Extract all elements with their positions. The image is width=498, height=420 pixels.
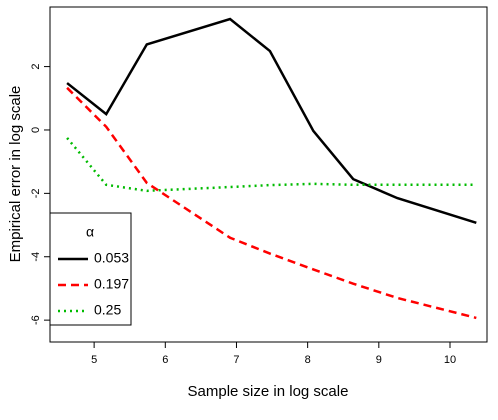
- x-tick-label: 5: [91, 354, 97, 366]
- legend-box: [49, 212, 132, 326]
- y-tick-label: -6: [30, 315, 42, 325]
- y-tick-label: -2: [30, 188, 42, 198]
- y-tick-label: 0: [30, 127, 42, 133]
- series-line: [66, 86, 477, 320]
- x-tick-label: 9: [376, 354, 382, 366]
- y-axis-label: Empirical error in log scale: [7, 86, 24, 263]
- legend-label: 0.25: [94, 302, 121, 318]
- x-tick-label: 7: [233, 354, 239, 366]
- series-line: [66, 137, 477, 193]
- y-tick-label: 2: [30, 64, 42, 70]
- legend-label: 0.197: [94, 276, 129, 292]
- x-tick-label: 8: [305, 354, 311, 366]
- legend-title: α: [86, 224, 94, 240]
- series-line: [66, 17, 477, 225]
- x-tick-label: 6: [162, 354, 168, 366]
- x-axis-label: Sample size in log scale: [188, 383, 349, 400]
- y-tick-label: -4: [30, 252, 42, 262]
- legend-label: 0.053: [94, 250, 129, 266]
- plot-frame: [49, 6, 488, 343]
- x-tick-label: 10: [444, 354, 456, 366]
